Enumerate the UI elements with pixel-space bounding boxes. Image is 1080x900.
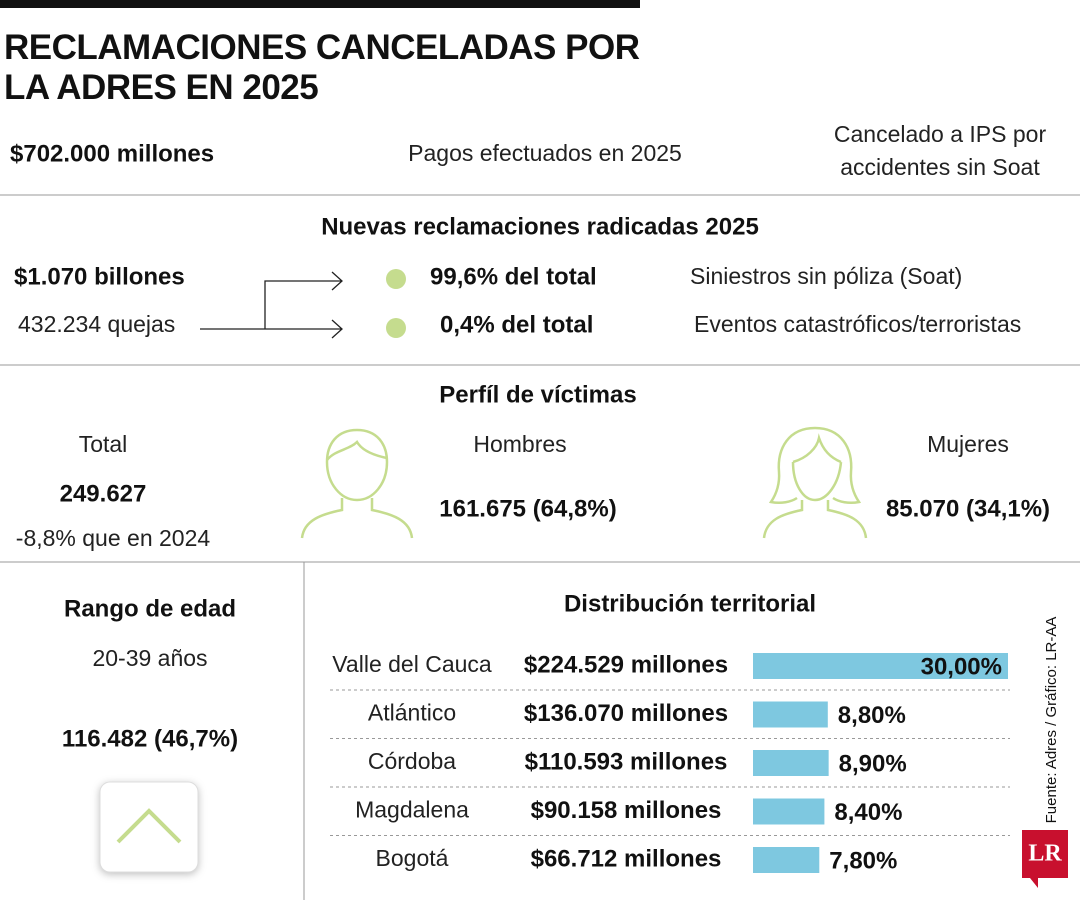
category-label: Valle del Cauca <box>332 651 492 677</box>
arrows <box>200 271 343 339</box>
claim-share: 99,6% del total <box>430 263 597 290</box>
age-icon-box <box>99 781 199 873</box>
claims-count: 432.234 quejas <box>18 311 175 337</box>
amount-label: $224.529 millones <box>524 651 728 678</box>
summary-amount: $702.000 millones <box>10 140 214 167</box>
total-change: -8,8% que en 2024 <box>16 525 211 551</box>
total-value: 249.627 <box>60 480 147 507</box>
bar <box>753 701 828 728</box>
amount-label: $136.070 millones <box>524 700 728 727</box>
summary-label: Pagos efectuados en 2025 <box>408 140 682 166</box>
age-title: Rango de edad <box>64 595 236 622</box>
men-value: 161.675 (64,8%) <box>439 495 616 522</box>
man-icon <box>300 428 414 539</box>
category-label: Bogotá <box>376 845 449 871</box>
summary-note-box: Cancelado a IPS por accidentes sin Soat <box>833 121 1047 180</box>
bar <box>753 653 1008 679</box>
bar <box>753 847 820 873</box>
value-label: 8,90% <box>839 750 907 777</box>
category-label: Córdoba <box>368 748 456 774</box>
category-label: Magdalena <box>355 797 469 823</box>
dot <box>386 269 406 289</box>
value-label: 7,80% <box>829 847 897 874</box>
age-count: 116.482 (46,7%) <box>62 725 238 752</box>
bar <box>753 750 829 776</box>
summary-note: Cancelado a IPS por accidentes sin Soat <box>833 121 1047 180</box>
amount-label: $90.158 millones <box>531 797 722 824</box>
title: RECLAMACIONES CANCELADAS POR LA ADRES EN… <box>4 28 640 107</box>
amount-label: $66.712 millones <box>531 845 722 872</box>
men-label: Hombres <box>473 431 566 457</box>
top-bar <box>0 0 640 8</box>
women-value: 85.070 (34,1%) <box>886 495 1050 522</box>
claims-title: Nuevas reclamaciones radicadas 2025 <box>321 213 759 240</box>
value-label: 8,80% <box>838 702 906 729</box>
claim-share: 0,4% del total <box>440 311 593 338</box>
value-label: 30,00% <box>921 653 1002 680</box>
claim-label: Siniestros sin póliza (Soat) <box>690 263 962 289</box>
victims-title: Perfíl de víctimas <box>439 381 636 408</box>
age-icon <box>116 808 182 844</box>
women-label: Mujeres <box>927 431 1009 457</box>
logo: LR <box>1028 841 1062 867</box>
logo-tail <box>1030 878 1038 888</box>
claim-label: Eventos catastróficos/terroristas <box>694 311 1021 337</box>
bar <box>753 798 825 825</box>
claims-amount: $1.070 billones <box>14 263 185 290</box>
total-label: Total <box>79 431 128 457</box>
category-label: Atlántico <box>368 700 456 726</box>
amount-label: $110.593 millones <box>525 748 728 775</box>
chart-title: Distribución territorial <box>564 590 816 617</box>
dot <box>386 318 406 338</box>
source: Fuente: Adres / Gráfico: LR-AA <box>1043 617 1060 824</box>
woman-icon <box>762 426 868 539</box>
value-label: 8,40% <box>834 799 902 826</box>
age-range: 20-39 años <box>92 645 207 671</box>
logo-box <box>1022 830 1068 878</box>
